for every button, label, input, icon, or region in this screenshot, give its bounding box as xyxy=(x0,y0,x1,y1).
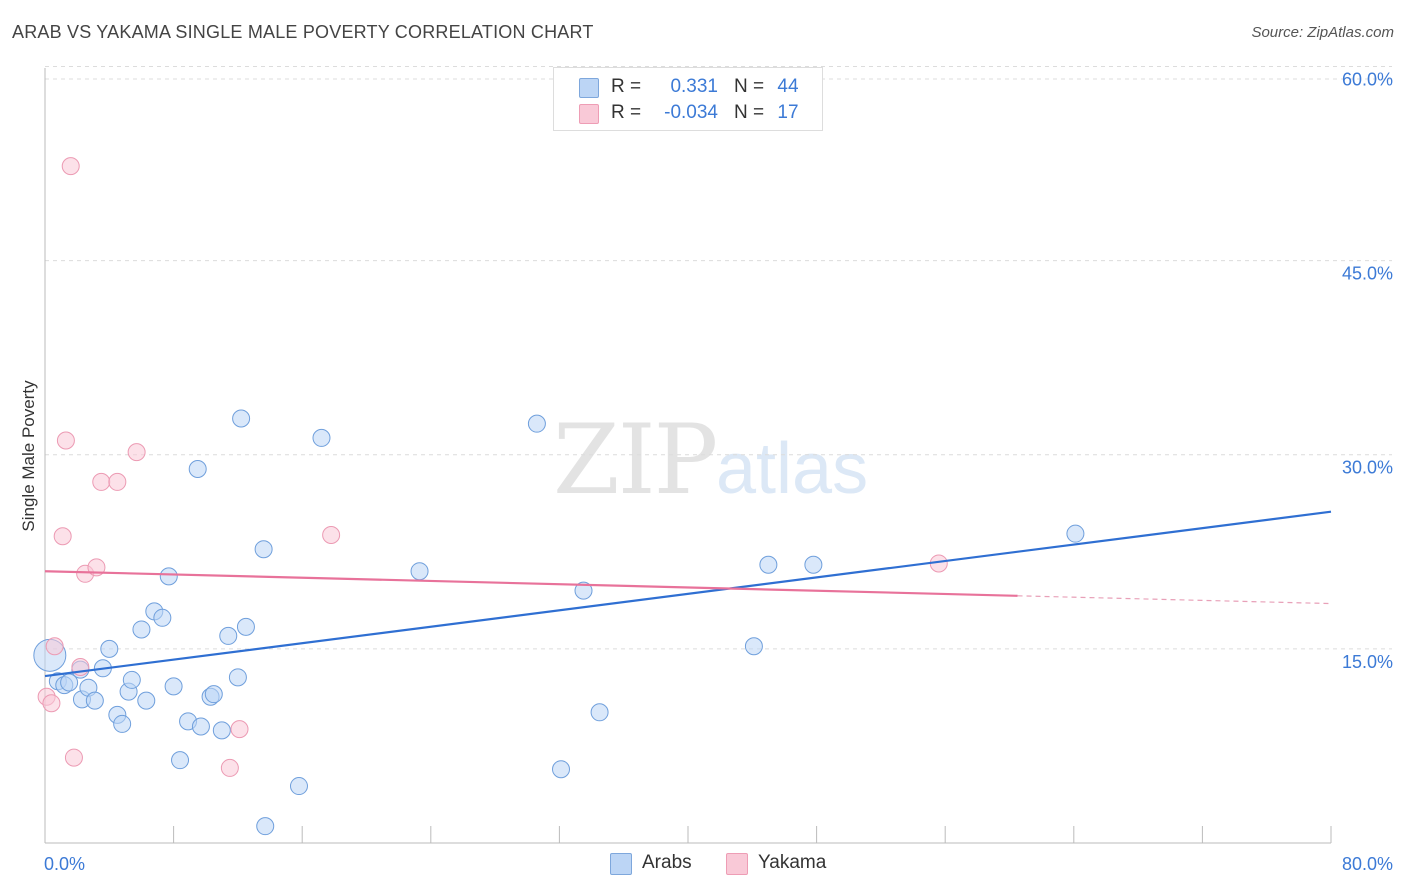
yakama-trend-extension xyxy=(1017,595,1332,605)
y-axis-label: Single Male Poverty xyxy=(19,380,38,532)
arabs-point xyxy=(759,555,778,574)
arabs-point xyxy=(132,620,151,639)
yakama-trend-line xyxy=(44,570,1018,597)
watermark-zip: ZIP xyxy=(553,404,718,516)
x-tick-label: 80.0% xyxy=(1342,854,1393,874)
arabs-point xyxy=(113,714,132,733)
arabs-legend-label: Arabs xyxy=(642,852,692,873)
arabs-point xyxy=(804,555,823,574)
arabs-point xyxy=(574,581,593,600)
yakama-point xyxy=(53,527,72,546)
arabs-point xyxy=(153,608,172,627)
arabs-point xyxy=(85,691,104,710)
arabs-point xyxy=(122,670,141,689)
arabs-point xyxy=(191,717,210,736)
n-label: N = xyxy=(734,102,765,123)
arabs-point xyxy=(204,685,223,704)
n-label: N = xyxy=(734,76,765,97)
yakama-point xyxy=(230,720,249,739)
arabs-point xyxy=(527,414,546,433)
y-tick-label: 30.0% xyxy=(1342,458,1393,478)
arabs-point xyxy=(159,567,178,586)
yakama-point xyxy=(322,525,341,544)
arabs-point xyxy=(744,637,763,656)
yakama-point xyxy=(42,694,61,713)
arabs-point xyxy=(256,817,275,836)
n-value: 17 xyxy=(777,102,799,123)
yakama-point xyxy=(108,472,127,491)
arabs-point xyxy=(552,760,571,779)
arabs-point xyxy=(212,721,231,740)
yakama-point xyxy=(127,443,146,462)
arabs-point xyxy=(100,639,119,658)
chart-title: ARAB VS YAKAMA SINGLE MALE POVERTY CORRE… xyxy=(12,22,594,42)
yakama-point xyxy=(220,758,239,777)
source-label: Source: ZipAtlas.com xyxy=(1251,24,1394,41)
arabs-point xyxy=(232,409,251,428)
arabs-point xyxy=(590,703,609,722)
yakama-legend-swatch xyxy=(726,853,748,875)
arabs-point xyxy=(1066,524,1085,543)
arabs-point xyxy=(171,751,190,770)
arabs-point xyxy=(164,677,183,696)
arabs-legend-swatch xyxy=(610,853,632,875)
arabs-trend-line xyxy=(44,510,1332,678)
y-tick-label: 45.0% xyxy=(1342,264,1393,284)
r-label: R = xyxy=(611,76,642,97)
yakama-swatch xyxy=(579,104,599,124)
r-label: R = xyxy=(611,102,642,123)
correlation-legend: R = 0.331 N = 44 R = -0.034 N = 17 xyxy=(553,67,823,131)
n-value: 44 xyxy=(777,76,799,97)
x-tick-label: 0.0% xyxy=(44,854,85,874)
yakama-point xyxy=(92,472,111,491)
arabs-point xyxy=(219,626,238,645)
watermark-atlas: atlas xyxy=(716,429,869,509)
arabs-point xyxy=(228,668,247,687)
yakama-point xyxy=(61,157,80,176)
arabs-point xyxy=(312,428,331,447)
yakama-legend-label: Yakama xyxy=(758,852,827,873)
y-tick-label: 15.0% xyxy=(1342,652,1393,672)
yakama-point xyxy=(56,431,75,450)
arabs-point xyxy=(254,540,273,559)
arabs-point xyxy=(188,459,207,478)
arabs-point xyxy=(410,562,429,581)
arabs-point xyxy=(289,777,308,796)
yakama-point xyxy=(64,748,83,767)
arabs-point xyxy=(236,617,255,636)
arabs-point xyxy=(137,691,156,710)
y-tick-label: 60.0% xyxy=(1342,69,1393,89)
yakama-point xyxy=(45,637,64,656)
arabs-swatch xyxy=(579,78,599,98)
r-value: -0.034 xyxy=(664,102,718,123)
r-value: 0.331 xyxy=(670,76,718,97)
